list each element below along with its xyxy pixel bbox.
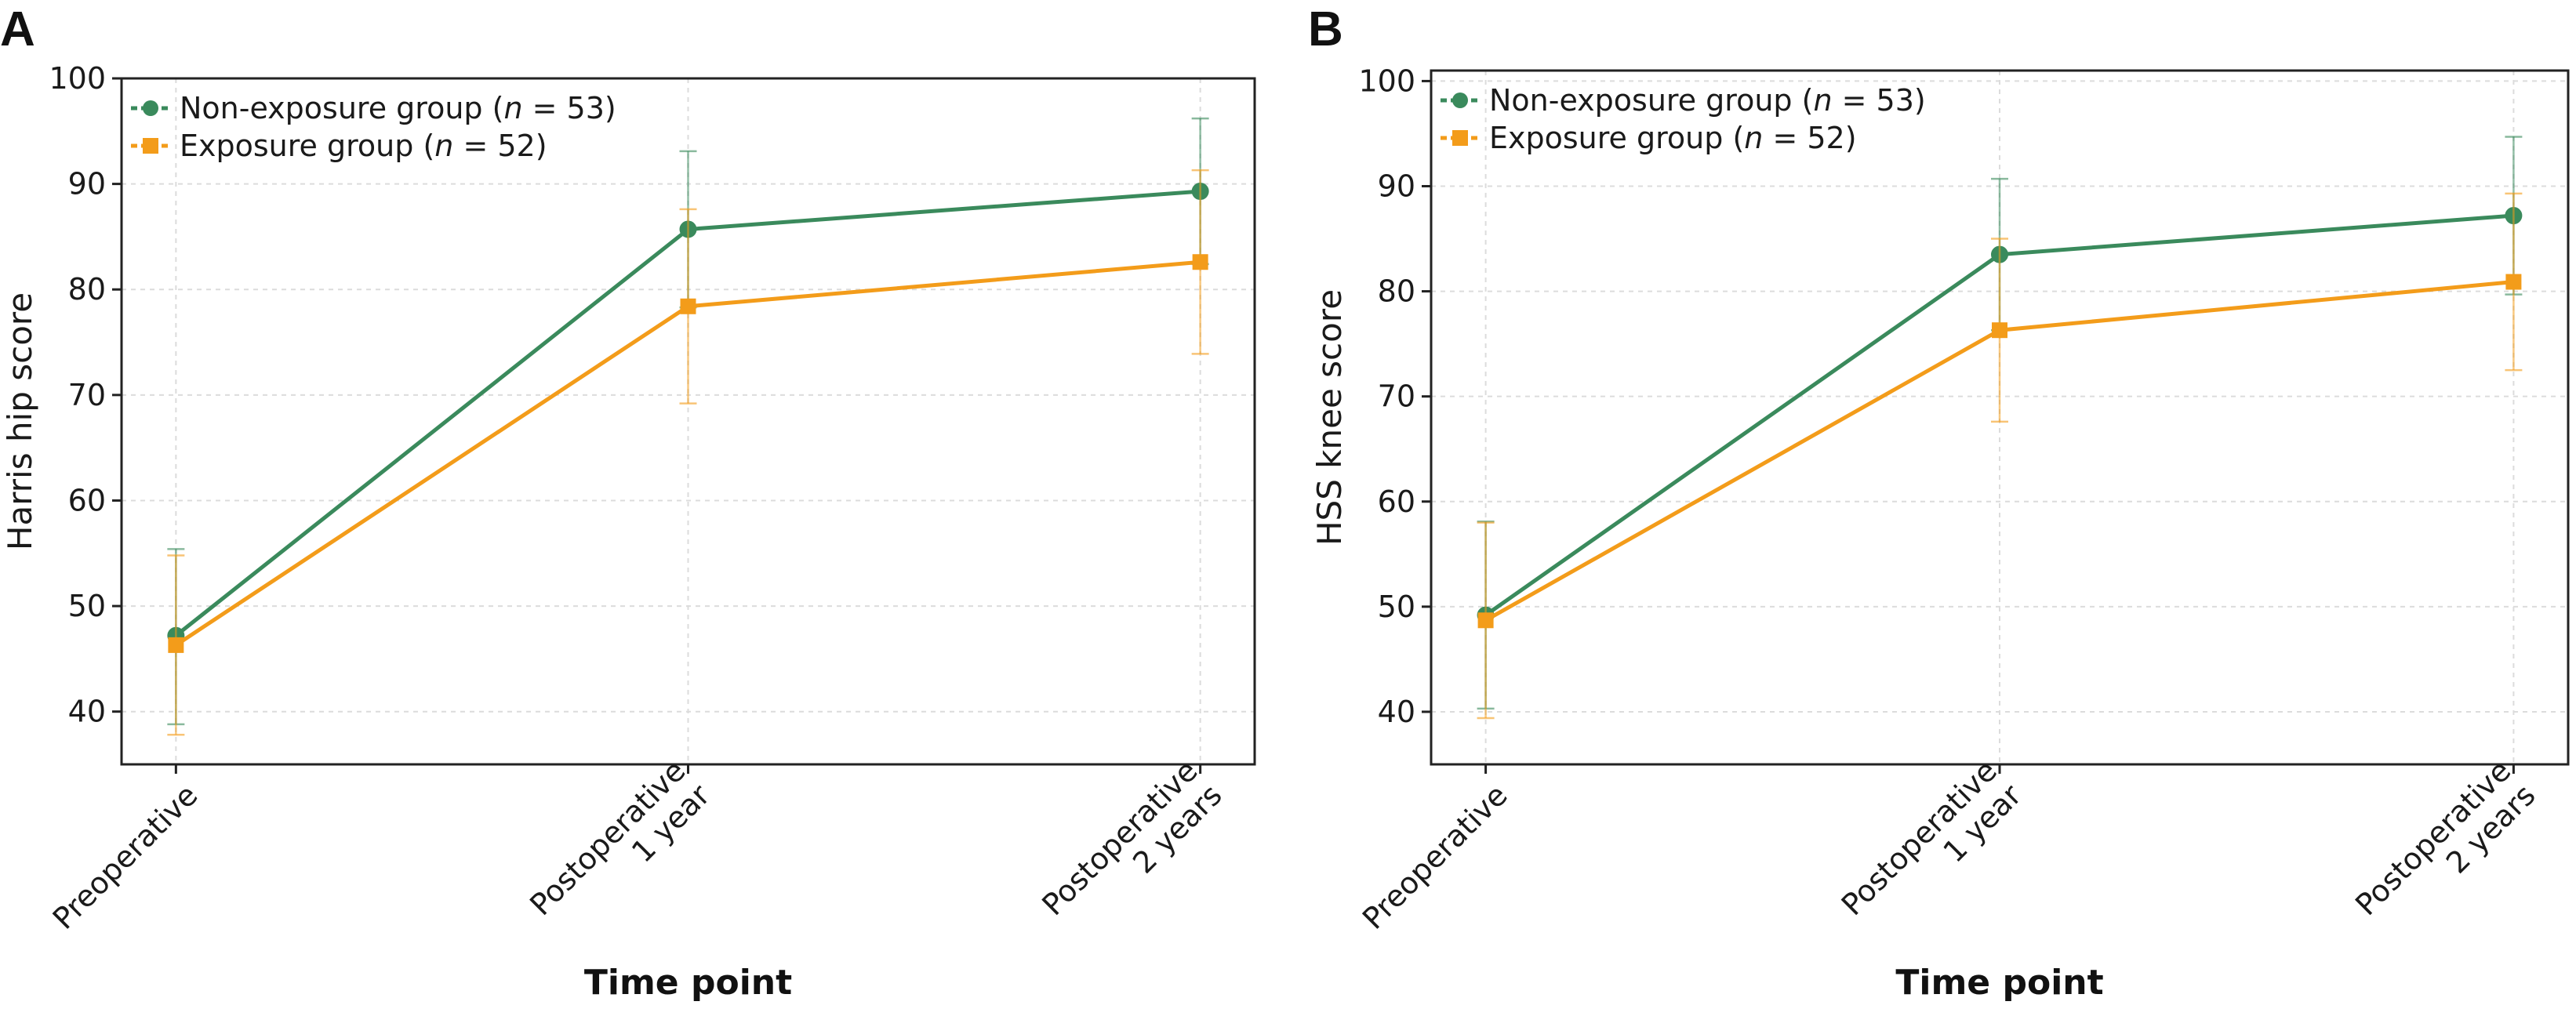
data-point — [2505, 274, 2522, 290]
legend-label-n: n — [503, 91, 522, 125]
y-tick-label: 80 — [1378, 274, 1415, 309]
legend-label-part: = 53) — [523, 91, 616, 125]
legend: Non-exposure group (n = 53)Exposure grou… — [131, 91, 616, 163]
legend-label-part: = 53) — [1833, 83, 1926, 118]
legend-label-part: = 52) — [1763, 121, 1856, 155]
y-tick-label: 50 — [68, 589, 106, 623]
y-axis: 40 50 60 70 80 90 100 — [49, 61, 122, 729]
x-tick-label: Preoperative — [46, 778, 205, 936]
y-tick-label: 70 — [68, 378, 106, 412]
legend-label-n: n — [434, 129, 453, 163]
legend-marker — [1452, 93, 1468, 108]
x-tick-label: Preoperative — [1356, 778, 1514, 936]
legend: Non-exposure group (n = 53)Exposure grou… — [1441, 83, 1926, 155]
y-tick-label: 100 — [49, 61, 106, 96]
data-point — [680, 298, 696, 314]
legend-marker — [143, 138, 158, 154]
panel-b: B 40 50 60 70 80 90 100 HSS knee score Preoperati… — [1308, 2, 2570, 1003]
y-tick-label: 80 — [68, 272, 106, 307]
data-point — [1192, 254, 1208, 270]
y-tick-label: 90 — [1378, 169, 1415, 204]
legend-label-part: Exposure group ( — [1489, 121, 1744, 155]
x-axis: Preoperative Postoperative1 year Postopera… — [46, 753, 1229, 947]
x-axis-title: Time point — [1895, 963, 2103, 1003]
series-exposure — [167, 169, 1209, 736]
series-exposure — [1477, 192, 2523, 720]
y-axis-title: Harris hip score — [1, 292, 39, 550]
legend-label-n: n — [1813, 83, 1832, 118]
x-tick-label: Postoperative2 years — [1035, 753, 1228, 946]
x-tick-label: Postoperative1 year — [523, 753, 717, 947]
x-axis-title: Time point — [584, 963, 792, 1003]
y-tick-label: 60 — [1378, 484, 1415, 519]
legend-label-part: Non-exposure group ( — [180, 91, 503, 125]
x-tick-label: Postoperative1 year — [1835, 753, 2029, 947]
legend-marker — [143, 100, 158, 116]
y-tick-label: 50 — [1378, 590, 1415, 624]
x-tick-label-line: Preoperative — [46, 778, 205, 936]
x-tick-label-line: Preoperative — [1356, 778, 1514, 936]
y-tick-label: 40 — [68, 695, 106, 729]
x-axis: Preoperative Postoperative1 year Postopera… — [1356, 753, 2542, 947]
y-tick-label: 40 — [1378, 695, 1415, 729]
data-point — [168, 637, 184, 653]
panel-letter: A — [0, 2, 35, 56]
data-point — [1477, 612, 1494, 629]
y-tick-label: 70 — [1378, 379, 1415, 414]
y-tick-label: 60 — [68, 483, 106, 517]
panel-letter: B — [1308, 2, 1343, 56]
x-tick-label: Postoperative2 years — [2349, 753, 2541, 946]
legend-label-part: Exposure group ( — [180, 129, 434, 163]
legend-label-part: = 52) — [453, 129, 547, 163]
data-point — [1992, 322, 2007, 339]
y-tick-label: 100 — [1358, 64, 1415, 98]
legend-label: Exposure group (n = 52) — [1489, 121, 1857, 155]
y-tick-label: 90 — [68, 167, 106, 201]
legend-label: Non-exposure group (n = 53) — [180, 91, 616, 125]
legend-label-n: n — [1744, 121, 1763, 155]
y-axis-title: HSS knee score — [1310, 289, 1349, 546]
y-axis: 40 50 60 70 80 90 100 — [1358, 64, 1431, 729]
legend-label: Exposure group (n = 52) — [180, 129, 547, 163]
legend-label: Non-exposure group (n = 53) — [1489, 83, 1926, 118]
panel-a: A 40 50 60 70 80 90 100 Harris hip score Preopera… — [0, 2, 1256, 1003]
legend-marker — [1452, 130, 1468, 146]
legend-label-part: Non-exposure group ( — [1489, 83, 1813, 118]
